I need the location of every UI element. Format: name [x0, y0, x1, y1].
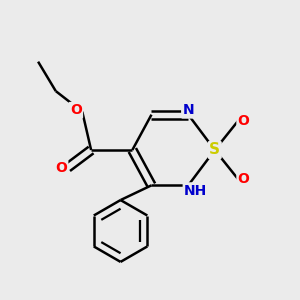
Text: NH: NH: [184, 184, 207, 198]
Text: O: O: [55, 161, 67, 175]
Text: O: O: [238, 172, 250, 186]
Text: S: S: [209, 142, 220, 158]
Text: O: O: [70, 103, 82, 117]
Text: O: O: [238, 114, 250, 128]
Text: N: N: [182, 103, 194, 117]
